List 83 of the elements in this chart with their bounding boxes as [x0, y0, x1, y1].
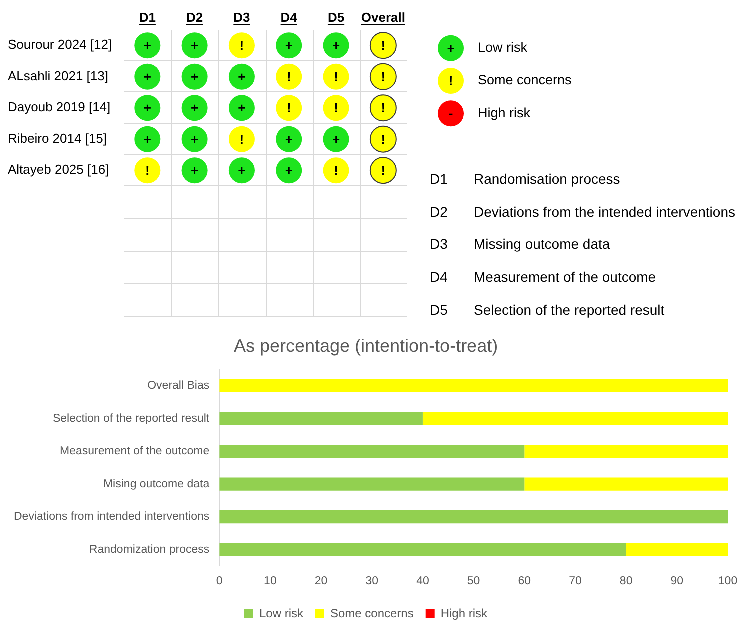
text: +: [144, 38, 152, 54]
legend-label: High risk: [440, 606, 489, 620]
category-label: Altayeb 2025 [16]: [8, 162, 110, 178]
category-label: D2: [186, 10, 204, 25]
bar: [626, 543, 728, 556]
category-label: Low risk: [478, 40, 528, 56]
text: +: [238, 100, 246, 116]
y-tick-label: Selection of the reported result: [52, 412, 210, 425]
bar: [422, 412, 728, 426]
text: +: [285, 38, 293, 54]
x-tick-label: 10: [264, 575, 277, 588]
category-label: Some concerns: [478, 72, 572, 88]
category-label: Sourour 2024 [12]: [8, 37, 112, 52]
text: D4 Measurement of the outcome: [430, 269, 656, 286]
text: D5 Selection of the reported result: [430, 302, 665, 318]
text: !: [286, 100, 292, 116]
category-label: Dayoub 2019 [14]: [8, 100, 111, 115]
text: +: [332, 38, 340, 54]
text: !: [381, 132, 386, 147]
y-tick-label: Measurement of the outcome: [60, 446, 210, 458]
x-tick-label: 40: [416, 575, 430, 588]
text: !: [381, 100, 386, 116]
x-tick-label: 80: [620, 575, 633, 588]
text: !: [381, 38, 386, 54]
text: D1 Randomisation process: [430, 171, 620, 188]
x-tick-label: 100: [718, 575, 738, 588]
category-label: D3: [234, 10, 250, 25]
category-label: Ribeiro 2014 [15]: [8, 130, 108, 146]
x-tick-label: 50: [467, 575, 480, 588]
text: +: [191, 132, 199, 147]
text: D2 Deviations from the intended interventions: [430, 204, 736, 220]
text: +: [447, 40, 455, 56]
text: !: [448, 74, 454, 89]
x-tick-label: 20: [314, 575, 328, 588]
category-label: D4: [280, 10, 298, 25]
text: -: [448, 106, 454, 122]
text: +: [191, 38, 199, 54]
bar: [220, 478, 525, 491]
text: +: [191, 69, 199, 84]
text: +: [191, 163, 199, 178]
category-label: ALsahli 2021 [13]: [8, 68, 108, 84]
x-tick-label: 0: [216, 575, 223, 588]
text: !: [145, 163, 150, 178]
text: !: [381, 163, 386, 178]
category-label: Overall: [361, 10, 406, 25]
x-tick-label: 90: [670, 575, 684, 588]
text: +: [191, 100, 199, 116]
text: D3 Missing outcome data: [430, 236, 610, 252]
y-tick-label: Deviations from intended interventions: [14, 511, 210, 524]
text: !: [240, 38, 244, 54]
bar: [220, 412, 423, 426]
chart-title: As percentage (intention-to-treat): [234, 336, 498, 356]
y-tick-label: Randomization process: [89, 544, 210, 556]
text: +: [238, 163, 246, 178]
text: !: [334, 69, 338, 84]
text: +: [144, 69, 152, 84]
text: +: [285, 132, 293, 147]
y-tick-label: Mising outcome data: [103, 478, 210, 490]
bar: [524, 478, 728, 491]
text: !: [240, 132, 244, 147]
legend-label: Low risk: [259, 606, 304, 620]
text: +: [285, 163, 293, 178]
text: +: [238, 69, 246, 84]
category-label: D5: [328, 10, 345, 25]
text: !: [334, 100, 338, 116]
category-label: High risk: [478, 105, 531, 120]
x-tick-label: 60: [518, 575, 532, 588]
y-tick-label: Overall Bias: [148, 380, 210, 392]
bar: [220, 379, 728, 393]
bar: [220, 543, 626, 556]
text: +: [144, 100, 152, 116]
bar: [220, 510, 728, 524]
bar: [220, 444, 525, 458]
bar: [524, 444, 728, 458]
legend-label: Some concerns: [330, 606, 414, 620]
text: +: [332, 132, 340, 147]
x-tick-label: 70: [569, 575, 582, 588]
category-label: D1: [139, 10, 156, 25]
text: !: [286, 69, 292, 84]
x-tick-label: 30: [366, 575, 379, 588]
text: !: [381, 69, 386, 84]
text: +: [144, 132, 152, 147]
text: !: [334, 163, 338, 178]
